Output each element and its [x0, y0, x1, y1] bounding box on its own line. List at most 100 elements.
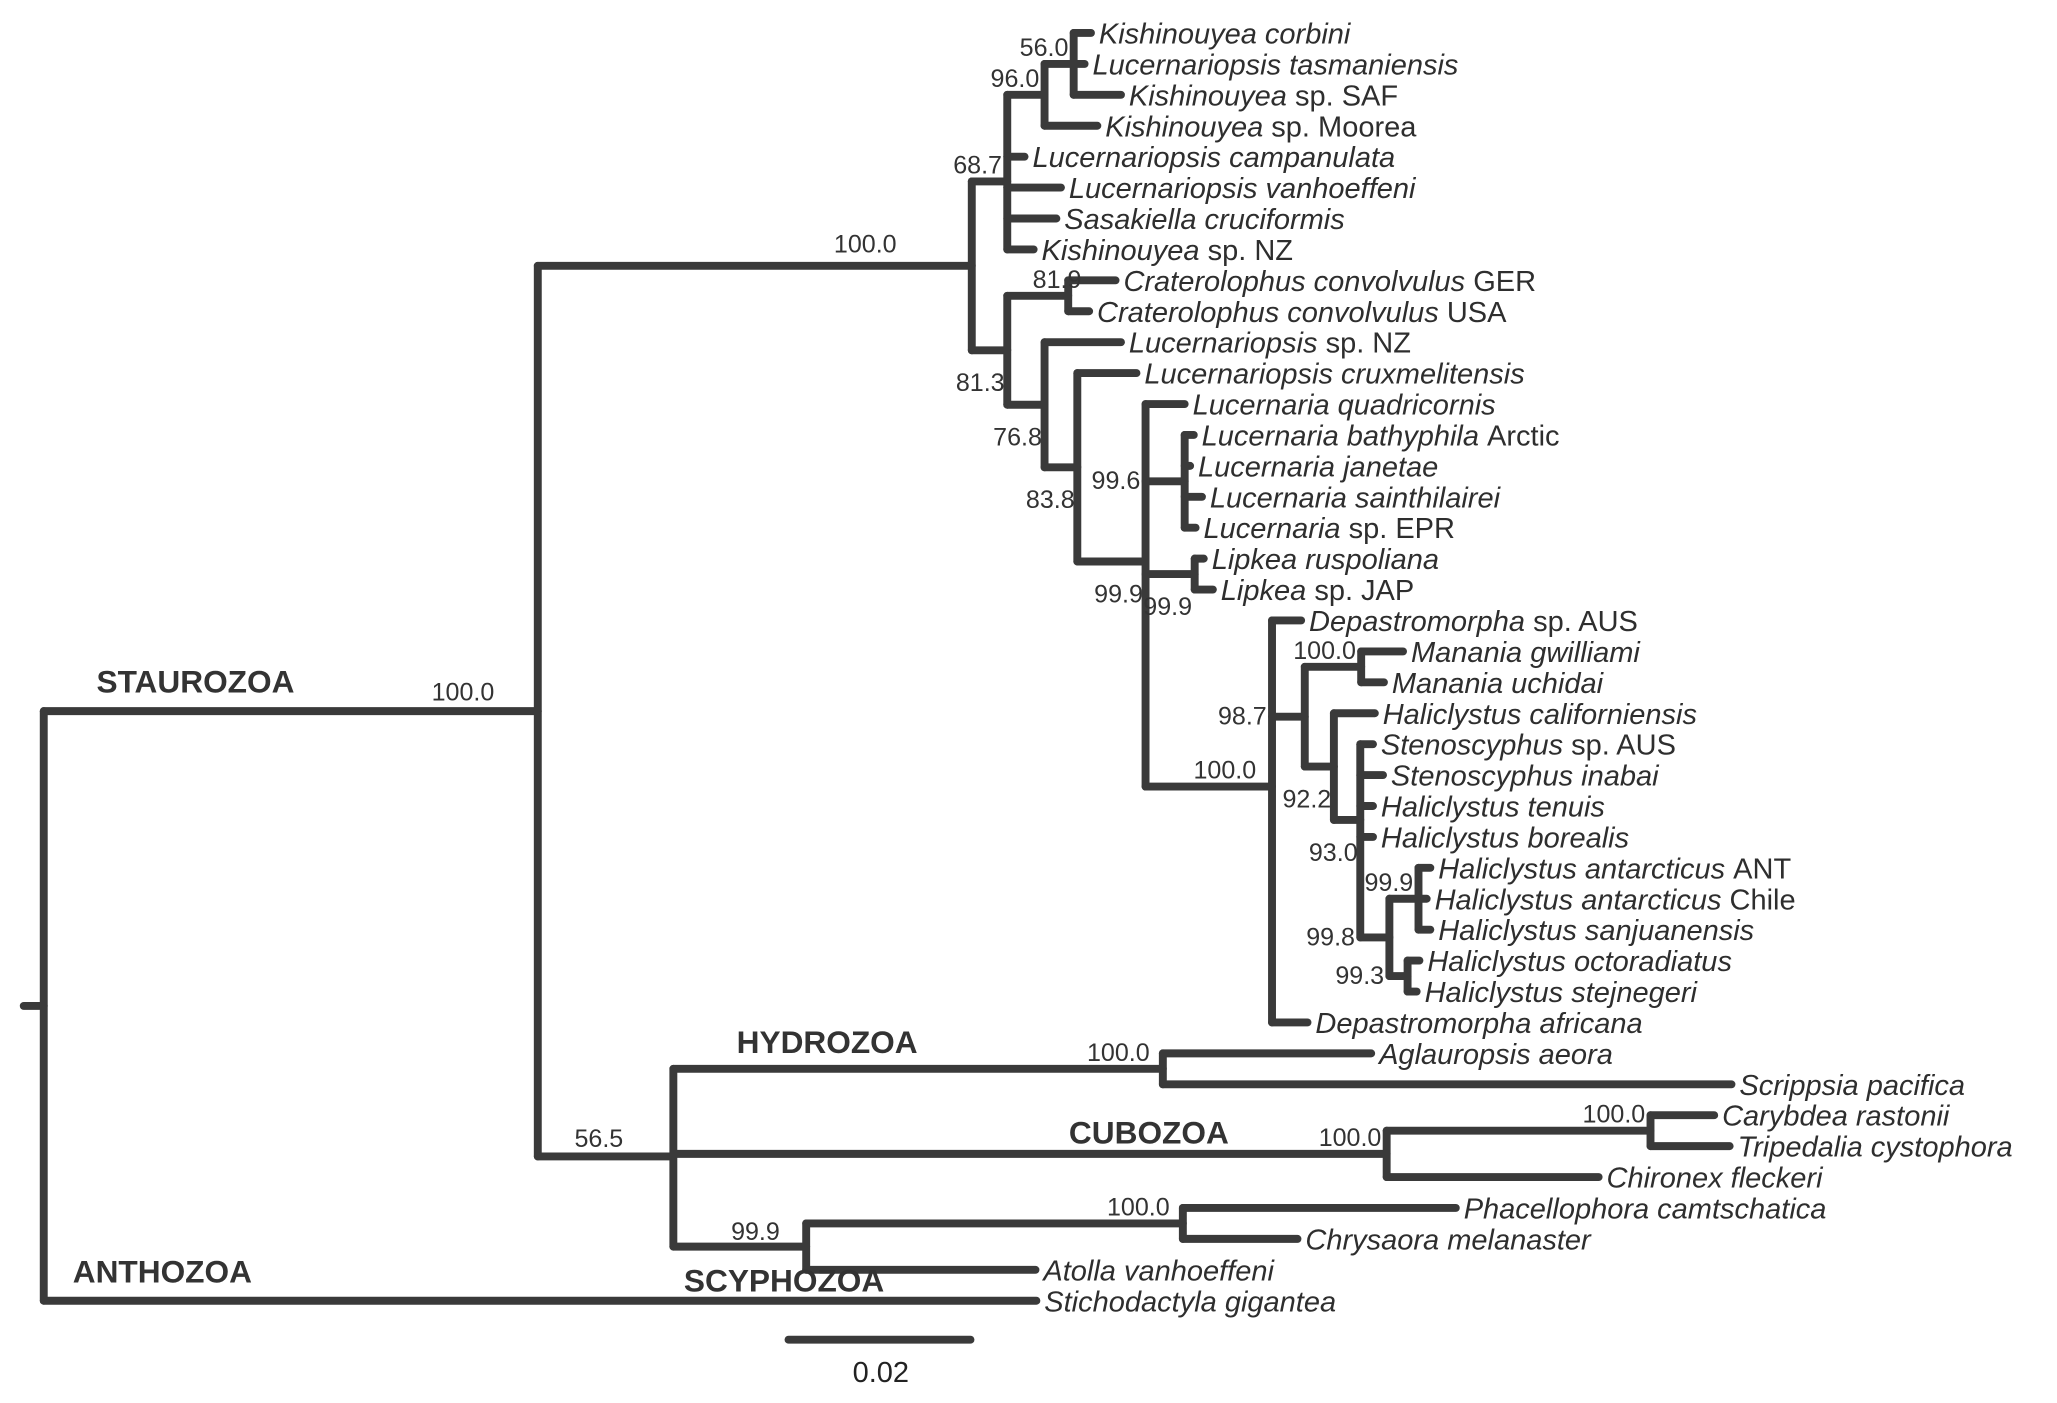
taxon-label: Carybdea rastonii	[1722, 1101, 1951, 1133]
taxon-qualifier	[1479, 420, 1487, 452]
taxon-label: Craterolophus convolvulus USA	[1097, 297, 1507, 329]
scale-bar-label: 0.02	[853, 1357, 909, 1389]
taxon-name: Stenoscyphus inabai	[1391, 761, 1660, 793]
taxon-name: Kishinouyea	[1042, 235, 1200, 267]
taxon-label: Stenoscyphus inabai	[1391, 761, 1660, 793]
taxon-label: Aglauropsis aeora	[1377, 1039, 1613, 1071]
taxon-label: Craterolophus convolvulus GER	[1123, 266, 1536, 298]
clade-label: STAUROZOA	[96, 664, 294, 700]
support-value: 92.2	[1282, 785, 1331, 813]
scale-bar: 0.02	[784, 1335, 975, 1389]
taxon-label: Haliclystus antarcticus ANT	[1438, 853, 1791, 885]
taxon-name: Lucernariopsis	[1129, 328, 1318, 360]
taxon-qualifier	[1563, 730, 1571, 762]
taxon-name: Manania uchidai	[1392, 668, 1605, 700]
taxon-label: Lucernaria bathyphila Arctic	[1202, 420, 1560, 452]
taxon-name: Chironex fleckeri	[1607, 1163, 1825, 1195]
clade-label: HYDROZOA	[737, 1024, 918, 1060]
clade-label: CUBOZOA	[1069, 1114, 1229, 1150]
taxon-qualifier: sp. AUS	[1571, 730, 1676, 762]
taxon-name: Craterolophus convolvulus	[1123, 266, 1465, 298]
support-value: 99.8	[1306, 923, 1355, 951]
taxon-label: Lucernariopsis cruxmelitensis	[1144, 359, 1524, 391]
branches	[19, 29, 1736, 1305]
taxon-name: Haliclystus sanjuanensis	[1438, 915, 1754, 947]
taxon-label: Haliclystus sanjuanensis	[1438, 915, 1754, 947]
support-value: 81.9	[1033, 266, 1082, 294]
taxon-name: Haliclystus californiensis	[1383, 699, 1697, 731]
taxon-name: Lucernariopsis tasmaniensis	[1093, 49, 1459, 81]
support-value: 56.5	[574, 1125, 623, 1153]
taxon-qualifier: ANT	[1733, 853, 1791, 885]
taxon-qualifier	[1465, 266, 1473, 298]
taxon-label: Lucernariopsis sp. NZ	[1129, 328, 1411, 360]
taxon-label: Kishinouyea corbini	[1099, 19, 1352, 51]
taxon-label: Depastromorpha sp. AUS	[1309, 606, 1638, 638]
taxon-name: Depastromorpha africana	[1315, 1008, 1642, 1040]
taxon-name: Chrysaora melanaster	[1305, 1224, 1592, 1256]
taxon-label: Atolla vanhoeffeni	[1041, 1255, 1275, 1287]
taxon-label: Haliclystus californiensis	[1383, 699, 1697, 731]
taxon-name: Stenoscyphus	[1381, 730, 1563, 762]
taxon-label: Kishinouyea sp. NZ	[1042, 235, 1293, 267]
taxon-name: Depastromorpha	[1309, 606, 1525, 638]
taxon-name: Haliclystus borealis	[1381, 822, 1629, 854]
support-value: 83.8	[1026, 486, 1075, 514]
taxon-name: Scrippsia pacifica	[1739, 1070, 1965, 1102]
taxon-name: Kishinouyea	[1105, 111, 1263, 143]
taxon-qualifier	[1721, 884, 1729, 916]
taxon-name: Sasakiella cruciformis	[1064, 204, 1344, 236]
taxon-label: Haliclystus octoradiatus	[1427, 946, 1732, 978]
taxon-label: Chrysaora melanaster	[1305, 1224, 1592, 1256]
support-value: 99.3	[1335, 962, 1384, 990]
taxon-name: Lucernaria sainthilairei	[1210, 482, 1502, 514]
taxon-label: Scrippsia pacifica	[1739, 1070, 1965, 1102]
taxon-label: Manania gwilliami	[1411, 637, 1641, 669]
taxon-qualifier	[1341, 513, 1349, 545]
taxon-name: Kishinouyea corbini	[1099, 19, 1352, 51]
support-value: 99.9	[731, 1218, 780, 1246]
taxon-name: Aglauropsis aeora	[1377, 1039, 1613, 1071]
taxon-label: Depastromorpha africana	[1315, 1008, 1642, 1040]
taxon-label: Lucernariopsis tasmaniensis	[1093, 49, 1459, 81]
support-value: 100.0	[1194, 757, 1257, 785]
taxon-name: Lucernariopsis cruxmelitensis	[1144, 359, 1524, 391]
support-value: 76.8	[993, 424, 1042, 452]
taxon-label: Sasakiella cruciformis	[1064, 204, 1344, 236]
taxon-qualifier: GER	[1473, 266, 1536, 298]
support-value: 100.0	[1087, 1039, 1150, 1067]
taxon-label: Lucernariopsis vanhoeffeni	[1069, 173, 1417, 205]
taxon-qualifier: sp. SAF	[1295, 80, 1398, 112]
taxon-label: Chironex fleckeri	[1607, 1163, 1825, 1195]
taxon-label: Kishinouyea sp. SAF	[1129, 80, 1398, 112]
taxon-qualifier	[1725, 853, 1733, 885]
taxon-qualifier: Chile	[1730, 884, 1796, 916]
taxon-name: Lipkea ruspoliana	[1212, 544, 1439, 576]
taxon-name: Haliclystus tenuis	[1381, 792, 1605, 824]
taxon-qualifier: sp. Moorea	[1271, 111, 1417, 143]
taxon-qualifier	[1200, 235, 1208, 267]
support-value: 100.0	[1107, 1194, 1170, 1222]
taxon-name: Kishinouyea	[1129, 80, 1287, 112]
taxon-qualifier	[1318, 328, 1326, 360]
taxon-label: Lucernaria quadricornis	[1193, 390, 1496, 422]
taxon-name: Craterolophus convolvulus	[1097, 297, 1439, 329]
taxon-qualifier	[1287, 80, 1295, 112]
taxon-name: Haliclystus antarcticus	[1435, 884, 1722, 916]
taxon-name: Stichodactyla gigantea	[1044, 1286, 1336, 1318]
taxon-label: Tripedalia cystophora	[1738, 1132, 2013, 1164]
taxon-qualifier: sp. NZ	[1326, 328, 1411, 360]
support-value: 100.0	[1583, 1101, 1646, 1129]
support-value: 93.0	[1309, 839, 1358, 867]
taxon-qualifier: USA	[1447, 297, 1507, 329]
taxon-label: Haliclystus tenuis	[1381, 792, 1605, 824]
taxon-name: Lipkea	[1221, 575, 1306, 607]
taxon-name: Lucernaria	[1204, 513, 1341, 545]
taxon-label: Lucernaria sp. EPR	[1204, 513, 1455, 545]
taxon-qualifier: sp. EPR	[1349, 513, 1455, 545]
taxon-name: Lucernaria bathyphila	[1202, 420, 1479, 452]
taxon-name: Phacellophora camtschatica	[1464, 1194, 1827, 1226]
taxon-name: Lucernaria quadricornis	[1193, 390, 1496, 422]
support-value: 100.0	[1293, 637, 1356, 665]
